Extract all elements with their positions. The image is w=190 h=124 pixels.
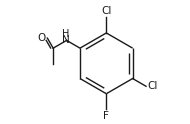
Text: H: H (62, 29, 69, 39)
Text: N: N (62, 35, 70, 45)
Text: O: O (37, 33, 46, 43)
Text: F: F (103, 111, 109, 121)
Text: Cl: Cl (101, 6, 112, 16)
Text: Cl: Cl (147, 81, 158, 91)
